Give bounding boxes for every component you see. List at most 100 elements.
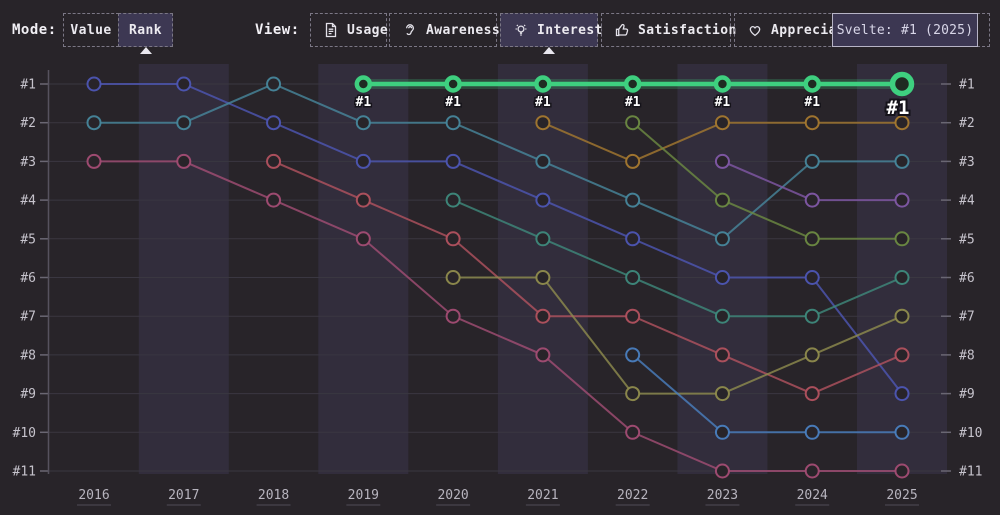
data-point-indigo[interactable]: [625, 231, 641, 247]
data-point-steel-teal[interactable]: [535, 153, 551, 169]
data-point-purple[interactable]: [714, 153, 730, 169]
data-point-steel-teal[interactable]: [625, 192, 641, 208]
data-point-svelte[interactable]: [354, 75, 373, 93]
data-point-pink-maroon[interactable]: [894, 463, 910, 479]
data-point-svelte[interactable]: [444, 75, 462, 93]
data-point-tan-orange[interactable]: [714, 115, 730, 131]
data-point-pink-maroon[interactable]: [355, 231, 371, 247]
data-point-indigo[interactable]: [355, 153, 371, 169]
data-point-rose[interactable]: [535, 308, 551, 324]
left-rank-label: #2: [20, 116, 36, 131]
data-point-pink-maroon[interactable]: [804, 463, 820, 479]
data-point-svelte[interactable]: [713, 75, 732, 93]
rank-point-label: #1: [445, 95, 461, 110]
data-point-steel-teal[interactable]: [714, 231, 730, 247]
x-axis-year-label: 2025: [886, 488, 917, 503]
tooltip-text: Svelte: #1 (2025): [836, 22, 974, 38]
data-point-rose[interactable]: [714, 347, 730, 363]
x-axis-year-label: 2020: [437, 488, 468, 503]
data-point-indigo[interactable]: [714, 270, 730, 285]
data-point-indigo[interactable]: [176, 76, 192, 92]
data-point-olive-green[interactable]: [804, 231, 820, 247]
data-point-tan-orange[interactable]: [894, 115, 910, 131]
view-button-awareness[interactable]: Awareness: [389, 13, 500, 47]
data-point-indigo[interactable]: [86, 76, 102, 92]
data-point-svelte[interactable]: [889, 71, 915, 97]
data-point-steel-teal[interactable]: [266, 76, 282, 92]
view-button-usage[interactable]: Usage: [310, 13, 388, 47]
right-rank-label: #11: [959, 465, 982, 480]
view-button-interest[interactable]: Interest: [500, 13, 602, 54]
data-point-indigo[interactable]: [894, 386, 910, 402]
view-button-satisfaction-label: Satisfaction: [638, 22, 737, 38]
view-button-satisfaction[interactable]: Satisfaction: [601, 13, 736, 47]
data-point-steel-teal[interactable]: [355, 115, 371, 131]
data-point-sea-green[interactable]: [714, 308, 730, 324]
data-point-rose[interactable]: [804, 386, 820, 402]
left-rank-label: #8: [20, 348, 36, 363]
x-axis-year-label: 2018: [258, 488, 289, 503]
data-point-pink-maroon[interactable]: [266, 192, 282, 208]
x-axis-year-label: 2023: [707, 488, 738, 503]
data-point-olive[interactable]: [445, 270, 461, 285]
data-point-steel-blue[interactable]: [804, 424, 820, 440]
data-point-svelte[interactable]: [803, 75, 821, 93]
data-point-pink-maroon[interactable]: [445, 308, 461, 324]
right-rank-label: #5: [959, 232, 975, 247]
data-point-rose[interactable]: [266, 153, 282, 169]
data-point-rose[interactable]: [445, 231, 461, 247]
data-point-rose[interactable]: [894, 347, 910, 363]
data-point-steel-blue[interactable]: [894, 424, 910, 440]
data-point-pink-maroon[interactable]: [625, 424, 641, 440]
data-point-purple[interactable]: [804, 192, 820, 208]
data-point-purple[interactable]: [894, 192, 910, 208]
data-point-sea-green[interactable]: [535, 231, 551, 247]
data-point-olive[interactable]: [894, 308, 910, 324]
data-point-tan-orange[interactable]: [535, 115, 551, 131]
data-point-svelte[interactable]: [623, 75, 642, 93]
data-point-steel-teal[interactable]: [804, 153, 820, 169]
ear-icon: [402, 22, 418, 38]
data-point-steel-blue[interactable]: [714, 424, 730, 440]
data-point-olive-green[interactable]: [714, 192, 730, 208]
data-point-tan-orange[interactable]: [804, 115, 820, 131]
view-button-interest-label: Interest: [537, 22, 603, 38]
data-point-pink-maroon[interactable]: [535, 347, 551, 363]
data-point-indigo[interactable]: [445, 153, 461, 169]
data-point-steel-blue[interactable]: [625, 347, 641, 363]
data-point-sea-green[interactable]: [445, 192, 461, 208]
data-point-pink-maroon[interactable]: [176, 153, 192, 169]
right-rank-label: #10: [959, 426, 982, 441]
data-point-olive[interactable]: [535, 270, 551, 285]
data-point-indigo[interactable]: [804, 270, 820, 285]
data-point-indigo[interactable]: [535, 192, 551, 208]
rank-point-label: #1: [715, 95, 731, 110]
data-point-olive[interactable]: [714, 386, 730, 402]
mode-button-value[interactable]: Value: [63, 13, 119, 47]
data-point-rose[interactable]: [355, 192, 371, 208]
data-point-pink-maroon[interactable]: [714, 463, 730, 479]
rank-point-label: #1: [804, 95, 820, 110]
selected-caret: [543, 47, 555, 54]
data-point-steel-teal[interactable]: [894, 153, 910, 169]
data-point-tan-orange[interactable]: [625, 153, 641, 169]
right-rank-label: #8: [959, 348, 975, 363]
data-point-svelte[interactable]: [534, 75, 552, 93]
data-point-olive-green[interactable]: [625, 115, 641, 131]
data-point-steel-teal[interactable]: [176, 115, 192, 131]
data-point-olive[interactable]: [804, 347, 820, 363]
data-point-steel-teal[interactable]: [445, 115, 461, 131]
data-point-pink-maroon[interactable]: [86, 153, 102, 169]
data-point-steel-teal[interactable]: [86, 115, 102, 131]
data-point-olive[interactable]: [625, 386, 641, 402]
data-point-sea-green[interactable]: [625, 270, 641, 285]
data-point-sea-green[interactable]: [804, 308, 820, 324]
year-band: [318, 64, 409, 474]
series-line-rose: [273, 160, 903, 395]
data-point-indigo[interactable]: [266, 115, 282, 131]
data-point-olive-green[interactable]: [894, 231, 910, 247]
mode-button-rank[interactable]: Rank: [118, 13, 173, 54]
data-point-sea-green[interactable]: [894, 270, 910, 285]
data-point-rose[interactable]: [625, 308, 641, 324]
